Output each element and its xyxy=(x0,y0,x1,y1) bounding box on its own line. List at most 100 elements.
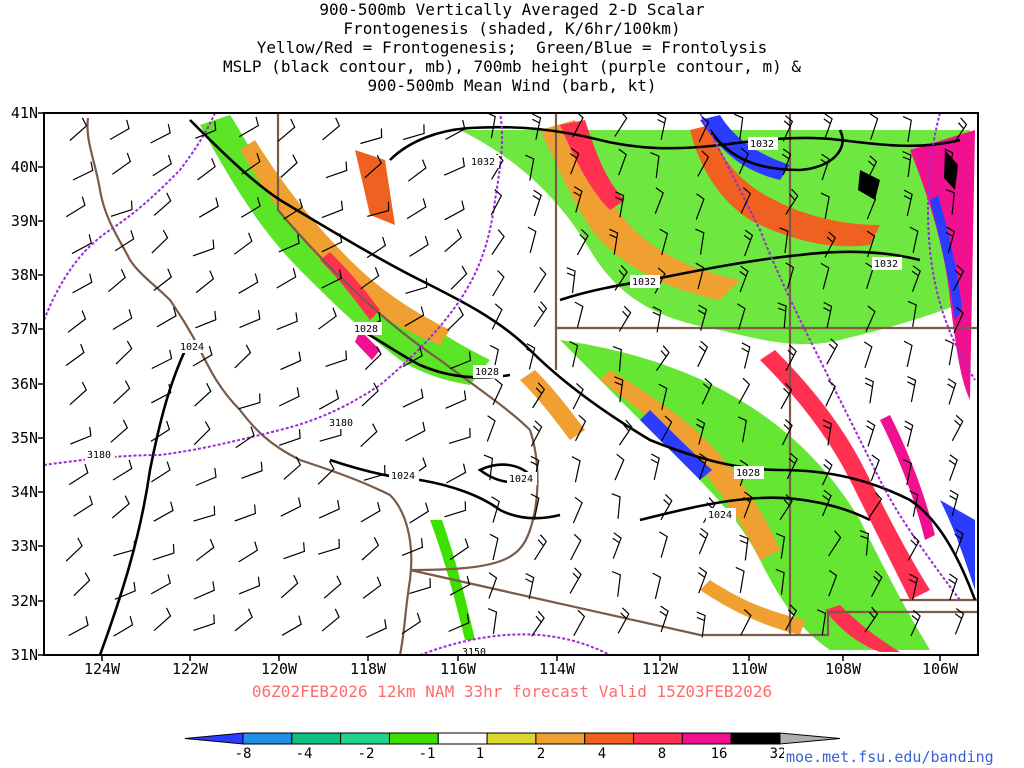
wind-barb xyxy=(527,226,537,253)
wind-barb xyxy=(446,463,467,484)
lon-label: 106W xyxy=(921,660,959,678)
wind-barb xyxy=(780,382,793,410)
wind-barb xyxy=(866,230,876,258)
svg-text:1024: 1024 xyxy=(708,510,732,521)
wind-barb xyxy=(779,227,789,254)
wind-barb xyxy=(112,459,133,481)
wind-barb xyxy=(111,495,130,519)
wind-barb xyxy=(951,414,964,442)
wind-barb xyxy=(449,575,471,596)
mslp-line xyxy=(389,125,961,161)
wind-barb xyxy=(318,538,340,555)
wind-barb xyxy=(823,301,833,329)
wind-barb xyxy=(532,189,542,217)
run-info: 06Z02FEB2026 12km NAM 33hr forecast Vali… xyxy=(251,682,773,701)
wind-barb xyxy=(67,310,87,333)
lat-label: 31N xyxy=(10,646,38,664)
svg-text:3180: 3180 xyxy=(87,450,111,461)
wind-barb xyxy=(325,350,348,367)
wind-barb xyxy=(907,300,917,327)
mslp-line xyxy=(559,250,921,302)
wind-barb xyxy=(945,226,956,253)
wind-barb xyxy=(779,494,793,521)
wind-barb xyxy=(660,415,673,442)
wind-barb xyxy=(654,187,664,214)
mslp-label: 1024 xyxy=(389,469,419,482)
wind-barb xyxy=(659,531,668,558)
wind-barb xyxy=(823,113,833,140)
mslp-label: 1024 xyxy=(706,508,736,521)
wind-barb xyxy=(366,619,387,639)
wind-barb xyxy=(193,581,215,600)
wind-barb xyxy=(238,576,261,595)
wind-barb xyxy=(402,124,425,141)
wind-barb xyxy=(113,616,134,637)
wind-barb xyxy=(195,467,217,487)
wind-barb xyxy=(234,344,252,369)
wind-barb xyxy=(192,239,215,257)
title-line-5: 900-500mb Mean Wind (barb, kt) xyxy=(367,76,657,95)
wind-barb xyxy=(276,312,298,331)
wind-barb xyxy=(944,339,954,366)
wind-barb xyxy=(909,226,919,253)
wind-barb xyxy=(193,614,215,631)
lat-label: 36N xyxy=(10,375,38,393)
wind-barb xyxy=(360,423,378,448)
shade-blob xyxy=(858,170,880,200)
wind-barb xyxy=(487,608,498,634)
wind-barb xyxy=(65,537,83,562)
wind-barb xyxy=(618,148,627,176)
wind-barb xyxy=(820,153,830,181)
wind-barb xyxy=(659,228,669,256)
height-line xyxy=(44,113,216,321)
svg-text:1028: 1028 xyxy=(736,468,760,479)
wind-barb xyxy=(859,530,870,556)
wind-barb xyxy=(406,198,427,220)
lon-label: 124W xyxy=(83,660,121,678)
colorbar-cell xyxy=(340,732,390,745)
wind-barb xyxy=(611,570,622,597)
lat-label: 34N xyxy=(10,483,38,501)
svg-text:1032: 1032 xyxy=(750,139,774,150)
wind-barb xyxy=(525,154,535,181)
wind-barb xyxy=(612,532,622,559)
lat-label: 37N xyxy=(10,320,38,338)
colorbar-label: 2 xyxy=(536,746,546,762)
wind-barb xyxy=(739,534,749,561)
mslp-line xyxy=(98,339,192,655)
lat-label: 32N xyxy=(10,592,38,610)
wind-barb xyxy=(739,265,749,293)
wind-barb xyxy=(944,148,954,175)
wind-barbs xyxy=(65,113,968,639)
wind-barb xyxy=(954,608,965,635)
colorbar-label: -8 xyxy=(234,746,252,762)
mslp-line xyxy=(708,129,844,172)
colorbar-cell xyxy=(730,732,781,745)
wind-barb xyxy=(571,456,581,483)
wind-barb xyxy=(775,568,785,595)
wind-barb xyxy=(367,201,390,217)
geographic-borders xyxy=(86,113,978,655)
wind-barb xyxy=(360,267,380,290)
wind-barb xyxy=(153,607,172,632)
svg-text:1032: 1032 xyxy=(632,277,656,288)
wind-barb xyxy=(737,416,747,443)
wind-barb xyxy=(279,429,301,446)
wind-barb xyxy=(777,302,787,328)
wind-barb xyxy=(65,343,85,366)
wind-barb xyxy=(660,493,673,521)
wind-barb xyxy=(533,301,548,328)
wind-barb xyxy=(112,152,132,175)
wind-barb xyxy=(572,496,583,524)
wind-barb xyxy=(450,265,468,290)
wind-barb xyxy=(949,489,959,517)
wind-barb xyxy=(698,527,709,555)
wind-barb xyxy=(786,452,798,480)
wind-barb xyxy=(532,382,546,409)
svg-text:1024: 1024 xyxy=(391,471,415,482)
shade-blob xyxy=(700,115,790,180)
wind-barb xyxy=(696,611,706,638)
wind-barb xyxy=(864,606,879,633)
shade-blob xyxy=(520,370,585,440)
wind-barb xyxy=(611,493,621,519)
